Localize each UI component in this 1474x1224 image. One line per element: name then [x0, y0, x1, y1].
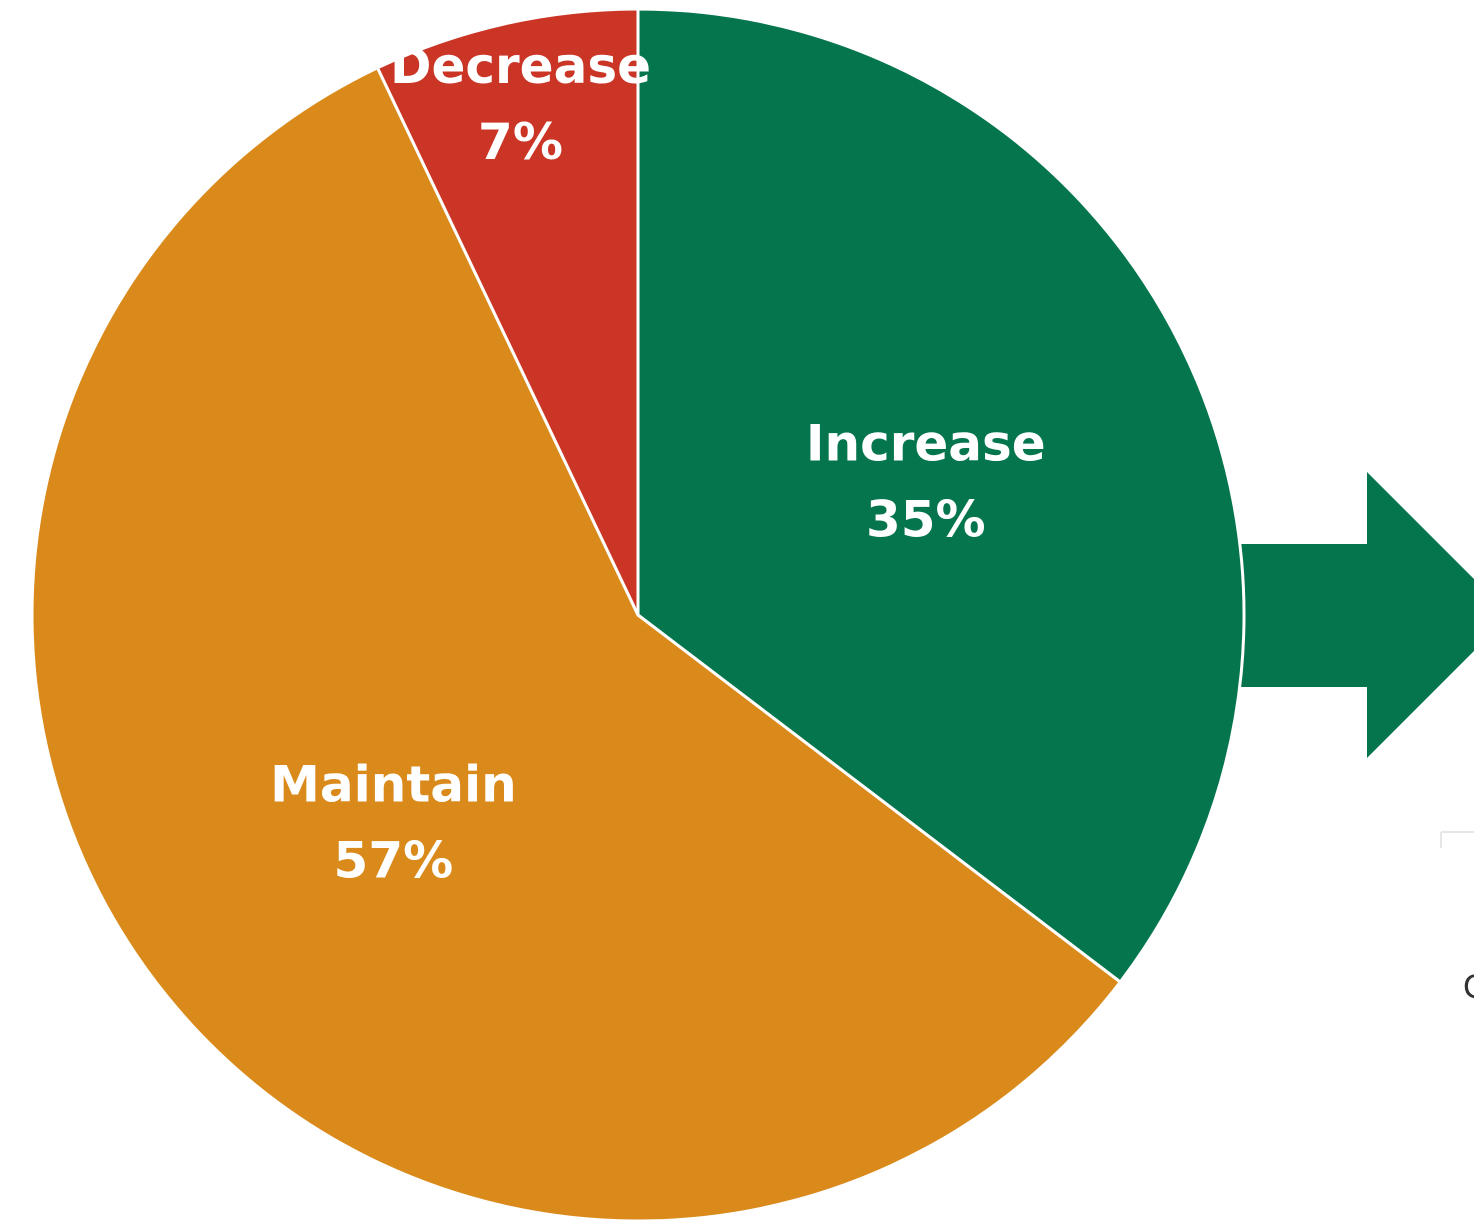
data-label-maintain: Maintain 57% [270, 756, 517, 890]
cut-off-text: C [1463, 968, 1474, 1006]
right-arrow-icon [1183, 472, 1474, 758]
label-layer: Increase 35% Maintain 57% Decrease 7% [270, 37, 1046, 890]
data-label-increase: Increase 35% [806, 414, 1046, 548]
pie-slice-increase [636, 7, 1246, 984]
pie-slice-maintain [30, 66, 1122, 1223]
slice-layer [30, 7, 1246, 1223]
arrow-layer [1183, 472, 1474, 758]
data-label-decrease: Decrease 7% [390, 37, 651, 171]
pie-slice-decrease [376, 7, 640, 617]
